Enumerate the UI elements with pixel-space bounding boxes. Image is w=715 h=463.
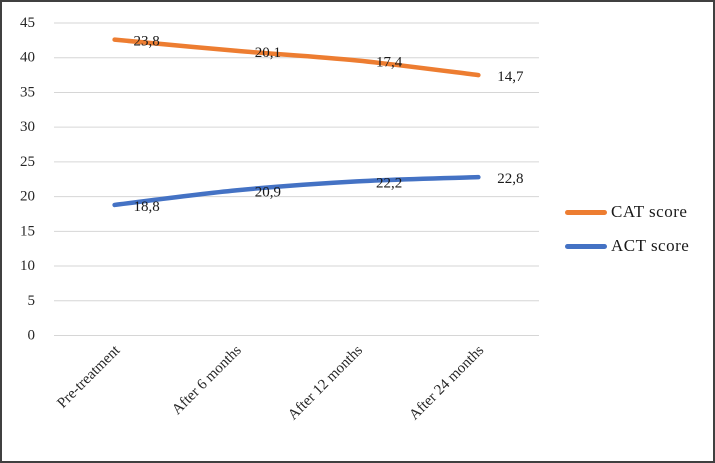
legend-item-cat-score: CAT score xyxy=(565,201,689,223)
data-point-label: 17,4 xyxy=(376,55,403,71)
x-axis-category-label: After 24 months xyxy=(406,342,487,423)
legend-item-act-score: ACT score xyxy=(565,235,689,257)
x-axis-category-label: Pre-treatment xyxy=(54,342,124,412)
series-line-act-score xyxy=(112,174,481,208)
y-axis-tick-label: 10 xyxy=(20,258,35,274)
data-point-label: 22,2 xyxy=(376,175,402,191)
legend-line-swatch-act xyxy=(565,243,607,249)
data-point-label: 18,8 xyxy=(134,199,160,215)
series-line-cat-score xyxy=(112,37,481,78)
data-point-label: 22,8 xyxy=(497,171,523,187)
y-axis-tick-label: 15 xyxy=(20,223,35,239)
x-axis-category-label: After 12 months xyxy=(285,342,366,423)
data-point-label: 23,8 xyxy=(134,34,160,50)
data-point-label: 20,1 xyxy=(255,45,281,61)
y-axis-tick-label: 40 xyxy=(20,50,35,66)
data-point-label: 20,9 xyxy=(255,184,281,200)
y-axis-tick-label: 45 xyxy=(20,15,35,31)
y-axis-tick-label: 25 xyxy=(20,154,35,170)
data-point-label: 14,7 xyxy=(497,69,524,85)
y-axis-tick-label: 30 xyxy=(20,119,35,135)
y-axis-tick-label: 0 xyxy=(28,328,36,344)
legend-label-act-score: ACT score xyxy=(611,236,690,255)
y-axis-tick-label: 5 xyxy=(28,293,36,309)
y-axis-tick-label: 20 xyxy=(20,189,35,205)
legend-label-cat-score: CAT score xyxy=(611,202,688,221)
chart-legend: CAT score ACT score xyxy=(565,201,689,257)
x-axis-category-label: After 6 months xyxy=(169,342,245,418)
y-axis-tick-label: 35 xyxy=(20,84,35,100)
legend-line-swatch-cat xyxy=(565,209,607,215)
